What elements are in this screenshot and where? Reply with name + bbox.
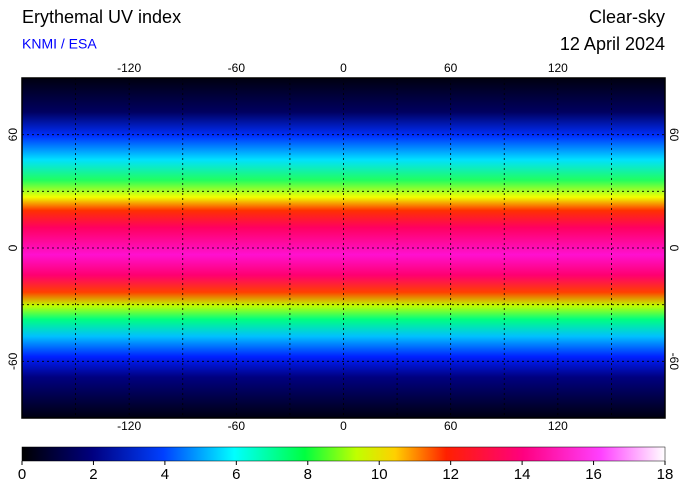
colorbar-tick-label: 8 <box>304 466 312 483</box>
lat-tick-label: -60 <box>6 352 20 370</box>
lon-tick-label: -120 <box>117 61 141 75</box>
lat-tick-label: -60 <box>667 353 681 371</box>
lon-tick-label: 60 <box>444 419 458 433</box>
colorbar-tick-label: 12 <box>442 466 459 483</box>
map-frame <box>21 77 666 419</box>
lon-tick-label: 0 <box>340 419 347 433</box>
lon-tick-label: 60 <box>444 61 458 75</box>
colorbar-tick-label: 6 <box>232 466 240 483</box>
lon-tick-label: -60 <box>228 61 246 75</box>
lat-tick-label: 0 <box>6 244 20 251</box>
colorbar <box>21 446 666 462</box>
lat-tick-label: 60 <box>6 128 20 142</box>
lat-tick-label: 60 <box>667 128 681 142</box>
colorbar-tick-label: 10 <box>371 466 388 483</box>
lon-tick-label: -120 <box>117 419 141 433</box>
lat-tick-label: 0 <box>667 245 681 252</box>
colorbar-tick-label: 18 <box>657 466 674 483</box>
lon-tick-label: -60 <box>228 419 246 433</box>
date: 12 April 2024 <box>560 34 665 54</box>
colorbar-tick-label: 14 <box>514 466 531 483</box>
condition: Clear-sky <box>589 7 665 27</box>
lon-tick-label: 120 <box>548 61 568 75</box>
lon-tick-label: 0 <box>340 61 347 75</box>
colorbar-tick-label: 4 <box>161 466 169 483</box>
colorbar-tick-label: 0 <box>18 466 26 483</box>
lon-tick-label: 120 <box>548 419 568 433</box>
source: KNMI / ESA <box>22 36 97 52</box>
colorbar-tick-label: 16 <box>585 466 602 483</box>
title: Erythemal UV index <box>22 7 181 27</box>
colorbar-tick-label: 2 <box>89 466 97 483</box>
